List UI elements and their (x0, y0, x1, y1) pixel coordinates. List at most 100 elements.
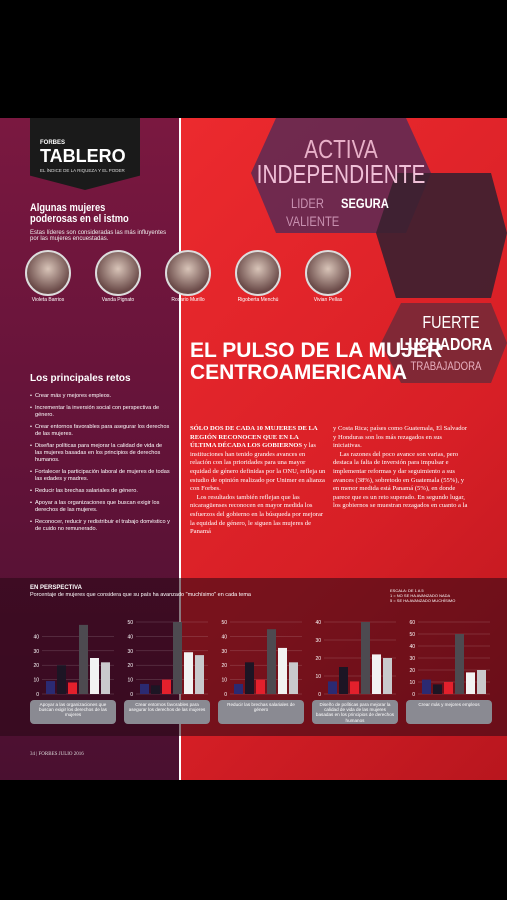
bullet: • (30, 405, 32, 411)
bullet: • (30, 500, 32, 506)
bar (383, 658, 392, 694)
label-wrap: Crear más y mejores empleos (418, 702, 479, 707)
bar (455, 634, 464, 694)
bar (278, 647, 287, 694)
y-tick-label: 40 (315, 620, 321, 626)
bar (173, 622, 182, 694)
hero-word: ACTIVA (304, 135, 378, 164)
woman-name: Vivian Pellas (313, 297, 343, 303)
scale-line: 1 = NO SE HA AVANZADO NADA (390, 593, 451, 598)
y-tick-label: 10 (315, 674, 321, 680)
bullet: • (30, 519, 32, 525)
section: TABLERO (40, 146, 126, 166)
perspective-subtitle: Porcentaje de mujeres que considera que … (30, 592, 251, 598)
y-tick-label: 30 (315, 638, 321, 644)
challenge-text: Fortalecer la participación laboral de m… (35, 469, 170, 482)
y-tick-label: 0 (130, 692, 133, 698)
challenge-text: Diseñar políticas para mejorar la calida… (35, 443, 163, 463)
y-tick-label: 40 (127, 634, 133, 640)
challenge-item: • Crear más y mejores empleos. (30, 393, 170, 400)
bar (422, 679, 431, 694)
portrait (165, 250, 211, 296)
challenges-title: Los principales retos (30, 373, 131, 384)
bar (267, 629, 276, 694)
y-tick-label: 0 (224, 692, 227, 698)
y-tick-label: 0 (36, 692, 39, 698)
bar (162, 679, 171, 694)
label-wrap: Reducir las brechas salariales de género (227, 702, 295, 713)
y-tick-label: 20 (221, 663, 227, 669)
challenge-text: Crear entornos favorables para asegurar … (35, 424, 170, 437)
hero-word: LUCHADORA (400, 335, 493, 355)
chart-label: Crear entornos favorables para asegurar … (128, 702, 206, 713)
hero-word: SEGURA (341, 196, 389, 211)
chart-label: Diseño de políticas para mejorar la cali… (315, 702, 395, 723)
hero-word: LIDER (291, 196, 324, 211)
bar (101, 662, 110, 694)
bar (289, 662, 298, 694)
article-col1: SÓLO DOS DE CADA 10 MUJERES DE LA REGIÓN… (190, 425, 326, 537)
bar (57, 665, 66, 694)
challenges-list: • Crear más y mejores empleos. • Incrementa… (30, 393, 170, 538)
bar (444, 682, 453, 694)
y-tick-label: 60 (409, 620, 415, 626)
bar (372, 654, 381, 694)
challenge-item: • Reducir las brechas salariales de géner… (30, 488, 170, 495)
y-tick-label: 50 (127, 620, 133, 626)
challenge-text: Reducir las brechas salariales de género… (35, 488, 138, 494)
y-tick-label: 20 (127, 663, 133, 669)
women-title: Algunas mujeres poderosas en el istmo (30, 202, 129, 225)
bar (466, 672, 475, 694)
y-tick-label: 40 (221, 634, 227, 640)
label-box (30, 700, 116, 724)
challenge-text: Reconocer, reducir y redistribuir el tra… (35, 519, 170, 532)
bar (361, 622, 370, 694)
hero-word: INDEPENDIENTE (257, 160, 426, 189)
bar (184, 652, 193, 694)
bullet: • (30, 393, 32, 399)
hex (376, 173, 507, 298)
women-subtitle: Estas líderes son consideradas las más i… (30, 230, 167, 242)
hero-word: FUERTE (422, 313, 479, 333)
chart-label: Apoyar a las organizaciones que buscan e… (39, 702, 107, 718)
charts: 0 10 20 30 40 Apoyar a las organizaciones que… (30, 620, 492, 724)
bar (433, 684, 442, 694)
lead: SÓLO DOS DE CADA 10 MUJERES DE LA REGIÓN… (190, 425, 318, 450)
perspective-title: EN PERSPECTIVA (30, 585, 82, 591)
challenge-item: • Reconocer, reducir y redistribuir el tr… (30, 519, 170, 533)
divider (179, 118, 181, 780)
woman-name: Violeta Barrios (31, 297, 65, 303)
body: y las instituciones han tenido grandes a… (190, 442, 326, 536)
label-wrap: Apoyar a las organizaciones que buscan e… (39, 702, 107, 718)
hex (381, 303, 507, 383)
tablero-badge (30, 118, 140, 190)
label-box (218, 700, 304, 724)
y-tick-label: 50 (221, 620, 227, 626)
y-tick-label: 10 (33, 678, 39, 684)
woman-name: Rosario Murillo (171, 297, 205, 303)
bar (79, 624, 88, 694)
label-box (124, 700, 210, 724)
footer: 34 | FORBES JULIO 2016 (30, 752, 84, 757)
article-col2: y Costa Rica; países como Guatemala, El … (333, 425, 468, 510)
bar (140, 683, 149, 694)
challenge-item: • Crear entornos favorables para asegurar… (30, 424, 170, 438)
y-tick-label: 30 (409, 656, 415, 662)
bar (151, 685, 160, 694)
bar (328, 681, 337, 694)
label-box (406, 700, 492, 724)
challenge-item: • Apoyar a las organizaciones que buscan … (30, 500, 170, 514)
bar (195, 655, 204, 694)
y-tick-label: 20 (409, 668, 415, 674)
chart-label: Reducir las brechas salariales de género (227, 702, 295, 713)
challenge-text: Incrementar la inversión social con pers… (35, 405, 160, 418)
bar (46, 681, 55, 694)
bar (350, 681, 359, 694)
y-tick-label: 40 (33, 634, 39, 640)
bar (90, 658, 99, 694)
bullet: • (30, 424, 32, 430)
y-tick-label: 40 (409, 644, 415, 650)
